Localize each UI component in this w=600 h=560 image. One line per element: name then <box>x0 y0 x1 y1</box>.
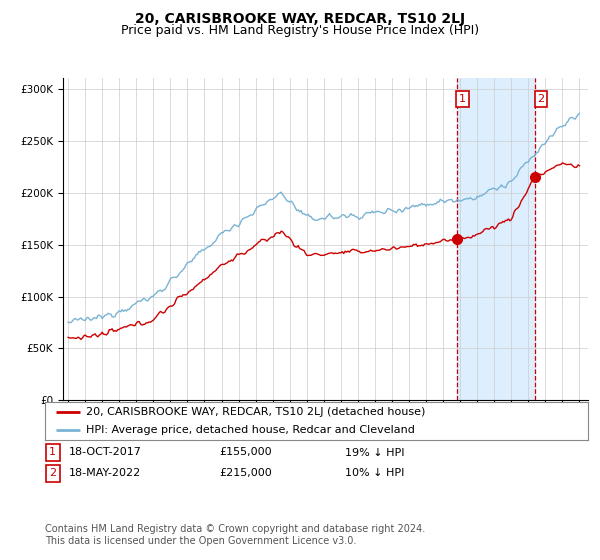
Text: 1: 1 <box>49 447 56 458</box>
Text: 20, CARISBROOKE WAY, REDCAR, TS10 2LJ (detached house): 20, CARISBROOKE WAY, REDCAR, TS10 2LJ (d… <box>86 407 425 417</box>
Bar <box>457 78 535 400</box>
Text: 18-MAY-2022: 18-MAY-2022 <box>69 468 141 478</box>
Text: 18-OCT-2017: 18-OCT-2017 <box>69 447 142 458</box>
Text: Contains HM Land Registry data © Crown copyright and database right 2024.
This d: Contains HM Land Registry data © Crown c… <box>45 524 425 546</box>
Text: 2: 2 <box>538 94 544 104</box>
Text: 19% ↓ HPI: 19% ↓ HPI <box>345 447 404 458</box>
Text: 20, CARISBROOKE WAY, REDCAR, TS10 2LJ: 20, CARISBROOKE WAY, REDCAR, TS10 2LJ <box>135 12 465 26</box>
Text: £155,000: £155,000 <box>219 447 272 458</box>
Text: £215,000: £215,000 <box>219 468 272 478</box>
Text: 2: 2 <box>49 468 56 478</box>
Text: Price paid vs. HM Land Registry's House Price Index (HPI): Price paid vs. HM Land Registry's House … <box>121 24 479 36</box>
Text: HPI: Average price, detached house, Redcar and Cleveland: HPI: Average price, detached house, Redc… <box>86 425 415 435</box>
Text: 1: 1 <box>459 94 466 104</box>
Text: 10% ↓ HPI: 10% ↓ HPI <box>345 468 404 478</box>
